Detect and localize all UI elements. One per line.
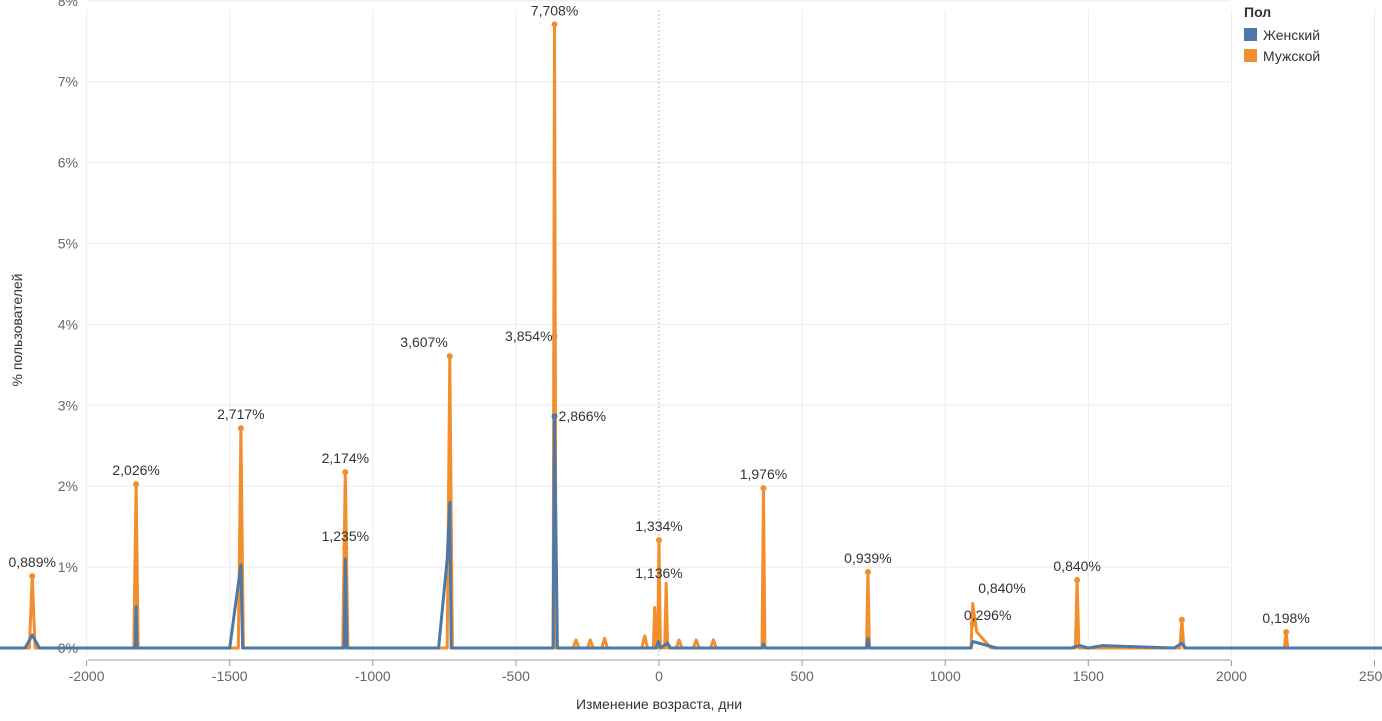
data-point-male [969, 621, 976, 628]
series-lines [0, 22, 1382, 650]
legend-item-male[interactable]: Мужской [1244, 45, 1320, 66]
data-point-male [29, 573, 36, 580]
data-label: 2,866% [559, 408, 606, 424]
data-label: 2,717% [217, 406, 264, 422]
data-labels: 0,099%0,494%1,186%0,741%0,889%2,026%2,71… [8, 2, 1309, 626]
data-point-male [446, 353, 453, 360]
data-label: 0,198% [1262, 610, 1309, 626]
y-tick-label: 3% [58, 397, 78, 413]
x-tick-label: 1500 [1073, 668, 1104, 684]
data-point-male [342, 469, 349, 476]
x-tick-label: -2000 [69, 668, 105, 684]
y-tick-label: 2% [58, 478, 78, 494]
data-point-male [1178, 616, 1185, 623]
x-tick-label: -1500 [212, 668, 248, 684]
data-point-male [342, 545, 349, 552]
data-label: 1,235% [322, 528, 369, 544]
data-label: 0,939% [844, 550, 891, 566]
data-point-male [551, 21, 558, 28]
y-tick-label: 8% [58, 0, 78, 9]
data-label: 0,840% [978, 580, 1025, 596]
x-axis: -4000-3500-3000-2500-2000-1500-1000-5000… [69, 659, 1382, 684]
legend: Пол Женский Мужской [1244, 4, 1320, 66]
y-tick-label: 7% [58, 74, 78, 90]
data-label: 1,334% [635, 518, 682, 534]
series-line-female [0, 414, 1382, 650]
data-label: 3,607% [400, 334, 447, 350]
data-label: 3,854% [505, 328, 552, 344]
legend-swatch-female [1244, 28, 1257, 41]
y-tick-label: 4% [58, 316, 78, 332]
x-tick-label: 0 [655, 668, 663, 684]
data-point-male [551, 333, 558, 340]
data-point-female [551, 413, 558, 420]
data-label: 0,840% [1053, 558, 1100, 574]
series-markers [29, 21, 1290, 635]
y-axis: 0%1%2%3%4%5%6%7%8% [58, 0, 78, 656]
legend-label-male: Мужской [1263, 47, 1321, 64]
data-label: 0,889% [8, 554, 55, 570]
x-axis-title: Изменение возраста, дни [576, 696, 742, 712]
data-label: 7,708% [531, 2, 578, 18]
legend-label-female: Женский [1263, 26, 1321, 43]
y-tick-label: 1% [58, 559, 78, 575]
data-point-male [760, 485, 767, 492]
data-label: 1,136% [635, 565, 682, 581]
data-point-male [133, 481, 140, 488]
data-point-male [656, 537, 662, 544]
x-tick-label: -1000 [355, 668, 391, 684]
x-tick-label: -500 [502, 668, 530, 684]
x-tick-label: 500 [790, 668, 814, 684]
data-label: 1,976% [740, 466, 787, 482]
data-label: 0,296% [964, 607, 1011, 623]
data-point-male [237, 425, 244, 432]
legend-item-female[interactable]: Женский [1244, 24, 1320, 45]
x-tick-label: 1000 [930, 668, 961, 684]
y-axis-title: % пользователей [9, 273, 25, 386]
legend-swatch-male [1244, 49, 1257, 62]
data-point-male [1074, 577, 1081, 584]
y-tick-label: 5% [58, 236, 78, 252]
legend-title: Пол [1244, 4, 1272, 20]
data-point-male [864, 569, 871, 576]
data-label: 2,026% [112, 462, 159, 478]
x-tick-label: 2000 [1216, 668, 1247, 684]
data-point-male [1283, 628, 1290, 635]
y-tick-label: 6% [58, 155, 78, 171]
grid [86, 0, 1375, 656]
data-label: 2,174% [322, 450, 369, 466]
